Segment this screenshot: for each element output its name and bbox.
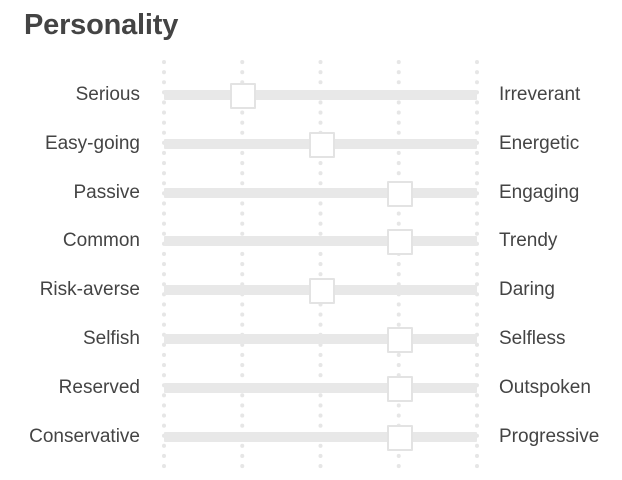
- slider-row: Selfish Selfless: [0, 319, 622, 359]
- section-title: Personality: [24, 9, 179, 41]
- slider-left-label: Selfish: [82, 328, 140, 349]
- slider-right-label: Progressive: [499, 425, 600, 447]
- slider-track[interactable]: [164, 236, 477, 247]
- slider-thumb[interactable]: [386, 327, 413, 353]
- slider-left-label: Common: [62, 230, 140, 252]
- slider-right-label: Trendy: [499, 230, 558, 252]
- slider-row: Easy-going Energetic: [0, 124, 622, 164]
- slider-left-label: Risk-averse: [39, 279, 140, 301]
- slider-right-label: Outspoken: [499, 376, 591, 398]
- slider-right-label: Daring: [499, 279, 555, 301]
- slider-row: Common Trendy: [0, 221, 622, 261]
- slider-thumb[interactable]: [386, 424, 413, 451]
- slider-row: Passive Engaging: [0, 173, 622, 213]
- slider-track[interactable]: [164, 187, 477, 198]
- slider-thumb[interactable]: [230, 83, 257, 109]
- slider-thumb[interactable]: [386, 180, 413, 207]
- slider-thumb[interactable]: [308, 131, 335, 158]
- slider-track[interactable]: [164, 90, 477, 100]
- slider-left-label: Conservative: [29, 425, 140, 447]
- slider-track[interactable]: [164, 382, 477, 393]
- slider-thumb[interactable]: [386, 375, 413, 402]
- slider-right-label: Selfless: [499, 328, 566, 349]
- slider-track[interactable]: [164, 431, 477, 442]
- slider-track[interactable]: [164, 334, 477, 344]
- slider-row: Conservative Progressive: [0, 417, 622, 457]
- slider-right-label: Engaging: [499, 181, 580, 203]
- slider-thumb[interactable]: [386, 229, 413, 256]
- slider-thumb[interactable]: [308, 278, 335, 305]
- slider-left-label: Serious: [75, 84, 140, 105]
- slider-right-label: Irreverant: [499, 84, 581, 105]
- slider-right-label: Energetic: [499, 132, 580, 154]
- slider-row: Risk-averse Daring: [0, 270, 622, 310]
- slider-row: Serious Irreverant: [0, 75, 622, 115]
- slider-row: Reserved Outspoken: [0, 368, 622, 408]
- slider-left-label: Passive: [73, 181, 140, 203]
- slider-left-label: Reserved: [58, 376, 140, 398]
- slider-left-label: Easy-going: [44, 132, 140, 154]
